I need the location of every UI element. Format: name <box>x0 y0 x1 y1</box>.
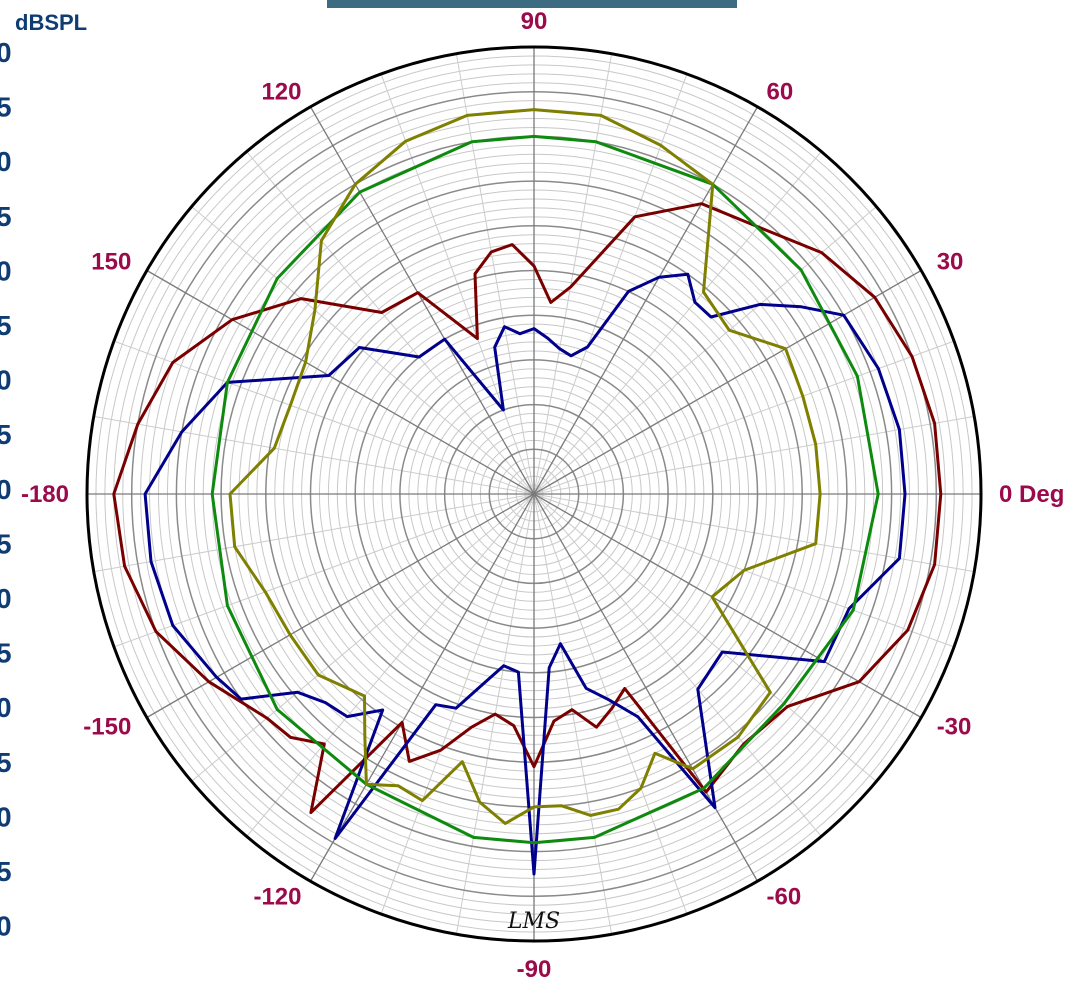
db-tick-label: 0 <box>0 583 12 614</box>
angle-label: -180 <box>21 481 69 508</box>
db-tick-label: 5 <box>0 201 12 232</box>
major-spokes <box>87 47 981 941</box>
left-axis-ticks: 0 5 0 5 0 5 0 5 0 5 0 5 0 5 0 5 0 <box>0 37 12 942</box>
angle-label: 30 <box>937 249 964 276</box>
db-tick-label: 0 <box>0 474 12 505</box>
db-tick-label: 5 <box>0 419 12 450</box>
db-tick-label: 5 <box>0 528 12 559</box>
angle-label: -60 <box>767 884 802 911</box>
title-bar <box>327 0 737 8</box>
major-spoke <box>146 493 535 719</box>
major-spoke <box>533 493 922 719</box>
angle-label: 90 <box>521 8 548 35</box>
major-spoke <box>533 269 922 495</box>
angle-label: -120 <box>253 884 301 911</box>
angle-label: 0 Deg <box>999 481 1064 508</box>
angle-label: 150 <box>91 249 131 276</box>
lms-logo: LMS <box>507 909 560 934</box>
db-tick-label: 0 <box>0 255 12 286</box>
db-tick-label: 0 <box>0 692 12 723</box>
angle-label: -90 <box>517 956 552 983</box>
db-tick-label: 5 <box>0 310 12 341</box>
db-tick-label: 5 <box>0 92 12 123</box>
series-line-1 <box>112 202 943 815</box>
db-tick-label: 5 <box>0 638 12 669</box>
angle-label: -150 <box>83 714 131 741</box>
series-line-2 <box>143 272 907 876</box>
angle-label: 120 <box>261 78 301 105</box>
angle-label: 60 <box>767 78 794 105</box>
db-tick-label: 0 <box>0 37 12 68</box>
major-spoke <box>533 106 759 495</box>
major-spoke <box>146 269 535 495</box>
series-line-3 <box>210 134 880 845</box>
series-group <box>112 108 943 876</box>
angle-label: -30 <box>937 714 972 741</box>
series-line-4 <box>228 108 822 825</box>
outer-boundary <box>85 45 983 943</box>
db-tick-label: 0 <box>0 911 12 942</box>
unit-label: dBSPL <box>15 10 87 35</box>
major-spoke <box>309 493 535 882</box>
db-tick-label: 5 <box>0 747 12 778</box>
db-tick-label: 0 <box>0 146 12 177</box>
db-tick-label: 5 <box>0 856 12 887</box>
major-spoke <box>309 106 535 495</box>
major-spoke <box>533 493 759 882</box>
angle-labels: 0 Deg 30 60 90 120 150 -180 -150 -120 -90 -60 -30 <box>21 8 1064 983</box>
db-tick-label: 0 <box>0 801 12 832</box>
db-tick-label: 0 <box>0 365 12 396</box>
